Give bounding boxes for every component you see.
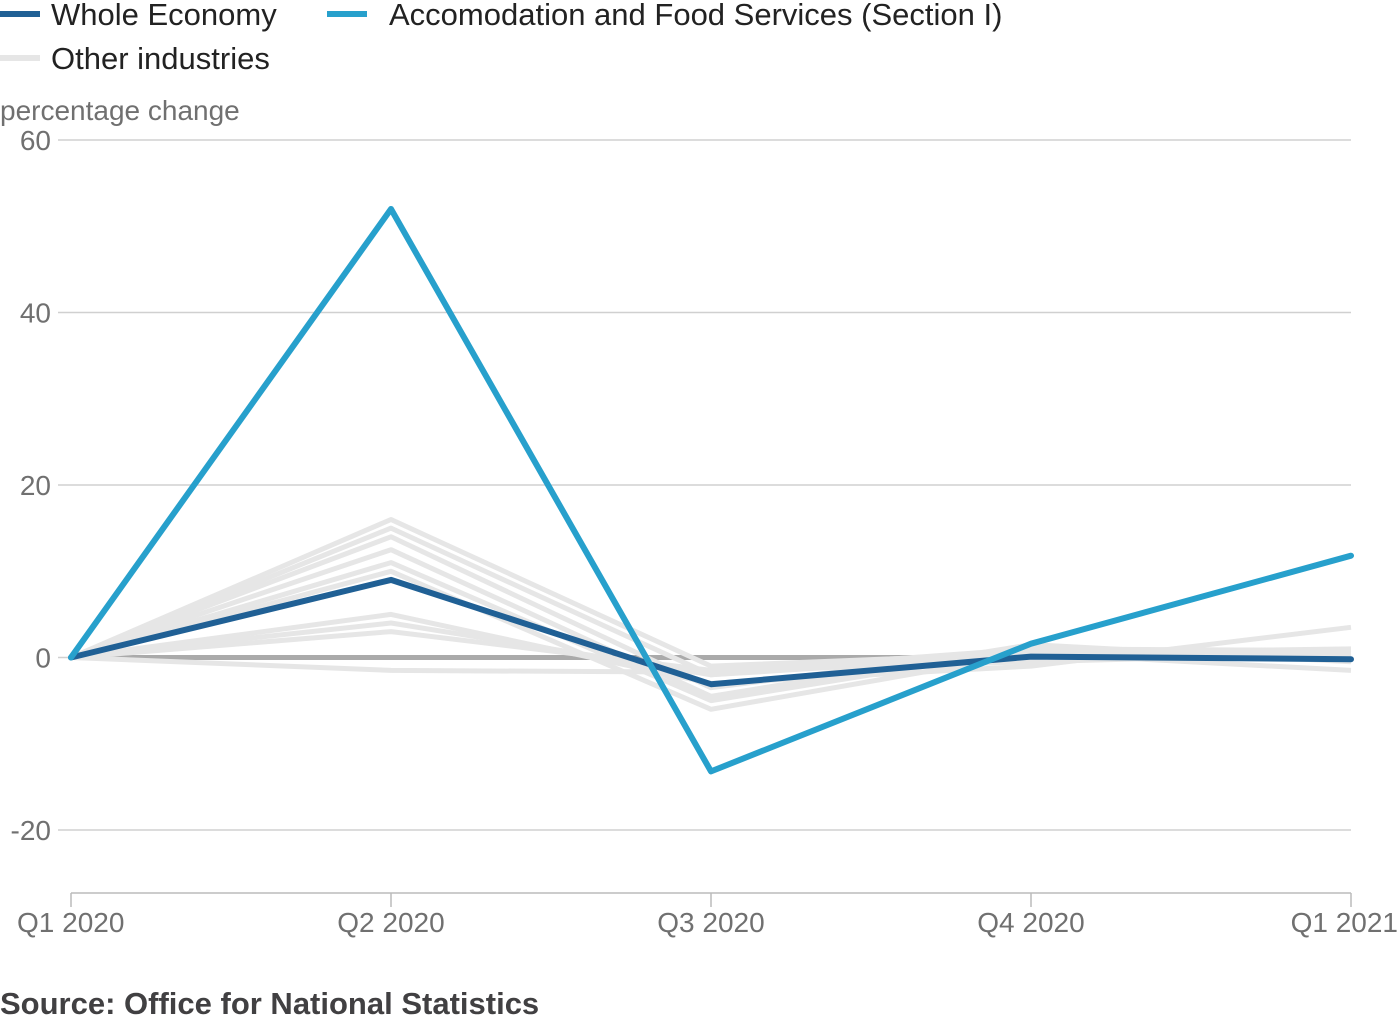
y-tick-label: -20: [11, 815, 51, 846]
legend-item: Whole Economy: [0, 0, 277, 32]
x-tick-label: Q3 2020: [657, 907, 764, 938]
y-axis-ticks: 60 40 20 0 -20: [11, 125, 51, 846]
x-tick-label: Q2 2020: [337, 907, 444, 938]
x-axis: Q1 2020 Q2 2020 Q3 2020 Q4 2020 Q1 2021: [17, 892, 1398, 938]
legend-label: Whole Economy: [51, 0, 277, 32]
x-tick-label: Q1 2020: [17, 907, 124, 938]
x-tick-label: Q1 2021: [1291, 907, 1398, 938]
source-note: Source: Office for National Statistics: [0, 986, 539, 1018]
y-tick-label: 0: [35, 643, 51, 674]
y-tick-label: 20: [20, 470, 51, 501]
x-tick-label: Q4 2020: [977, 907, 1084, 938]
legend: Whole Economy Accomodation and Food Servi…: [0, 0, 1002, 76]
whole-economy-line: [68, 576, 1354, 688]
legend-label: Accomodation and Food Services (Section …: [389, 0, 1002, 32]
y-axis-title: percentage change: [0, 95, 240, 126]
gridlines: [58, 139, 1351, 831]
legend-item: Accomodation and Food Services (Section …: [327, 0, 1002, 32]
accommodation-food-line: [68, 206, 1354, 775]
main-series-lines: [68, 206, 1354, 775]
other-industry-line: [70, 646, 1352, 675]
legend-label: Other industries: [51, 41, 270, 76]
legend-item: Other industries: [0, 41, 270, 76]
y-tick-label: 40: [20, 298, 51, 329]
other-industries-lines: [70, 517, 1352, 712]
y-tick-label: 60: [20, 125, 51, 156]
